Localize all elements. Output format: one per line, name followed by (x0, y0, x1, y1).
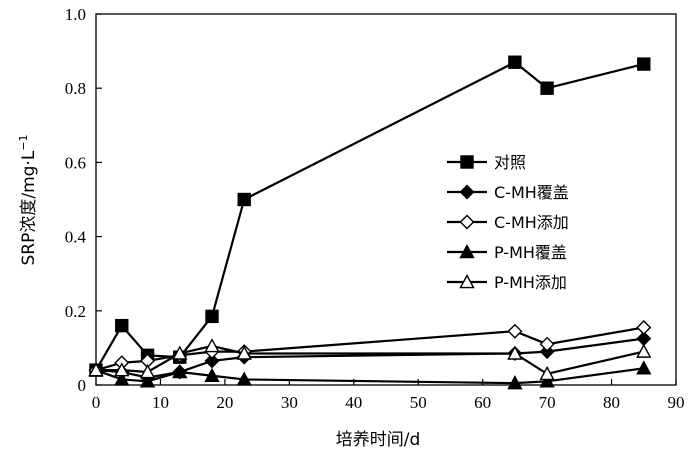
plot-frame (95, 13, 677, 386)
x-tick-label: 60 (474, 393, 491, 412)
data-point (637, 57, 651, 71)
data-point (114, 362, 130, 377)
data-point (205, 309, 219, 324)
data-point (204, 338, 220, 353)
data-point (507, 345, 523, 360)
y-tick-label: 0 (78, 376, 87, 395)
x-tick-label: 30 (281, 393, 298, 412)
legend-item: P-MH覆盖 (447, 243, 567, 262)
data-point (204, 353, 220, 369)
legend-item: C-MH覆盖 (447, 183, 569, 202)
data-point (508, 55, 522, 69)
data-point (88, 362, 104, 377)
x-tick-label: 50 (410, 393, 427, 412)
y-tick-label: 1.0 (65, 5, 86, 24)
data-point (636, 320, 652, 335)
legend-item: P-MH添加 (447, 273, 567, 292)
y-axis-title-main: SRP浓度/mg·L (19, 150, 39, 265)
x-tick-label: 90 (668, 393, 685, 412)
y-axis: 0 0.2 0.4 0.6 0.8 1.0 (65, 5, 102, 395)
data-point (507, 323, 523, 339)
x-axis-title: 培养时间/d (336, 430, 421, 450)
y-tick-label: 0.8 (65, 79, 86, 98)
x-tick-label: 10 (152, 393, 169, 412)
series-1 (89, 55, 651, 377)
x-axis: 0 10 20 30 40 50 60 70 80 90 (92, 379, 685, 412)
x-tick-label: 40 (345, 393, 362, 412)
legend-label: 对照 (494, 153, 526, 172)
data-point (636, 360, 652, 375)
data-point (540, 81, 554, 95)
data-point (539, 373, 555, 388)
data-point (636, 343, 652, 358)
data-point (172, 364, 188, 379)
data-point (139, 364, 156, 379)
y-tick-label: 0.4 (65, 228, 87, 247)
x-tick-label: 70 (539, 393, 556, 412)
x-tick-label: 80 (603, 393, 620, 412)
legend-marker (459, 244, 475, 259)
series-group (88, 55, 652, 390)
legend-label: P-MH覆盖 (494, 243, 567, 262)
legend-item: 对照 (447, 153, 526, 172)
legend-marker (460, 155, 474, 169)
legend-marker (459, 184, 475, 200)
y-axis-title: SRP浓度/mg·L−1 (17, 134, 39, 265)
legend-marker (459, 274, 475, 289)
data-point (507, 375, 523, 390)
data-point (115, 318, 129, 333)
plot-area (95, 13, 677, 386)
y-axis-title-superscript: −1 (17, 134, 30, 150)
data-point (236, 371, 252, 386)
x-tick-label: 20 (216, 393, 233, 412)
y-tick-label: 0.2 (65, 302, 86, 321)
legend-label: C-MH覆盖 (494, 183, 569, 202)
data-point (204, 367, 220, 382)
data-point (237, 192, 251, 207)
legend-item: C-MH添加 (447, 213, 569, 232)
data-point (114, 371, 130, 386)
legend: 对照 C-MH覆盖 C-MH添加 P-MH覆盖 P-MH添加 (447, 153, 569, 292)
data-point (539, 336, 555, 352)
data-point (139, 373, 156, 388)
data-point (236, 345, 252, 360)
data-point (539, 365, 555, 381)
x-tick-label: 0 (92, 393, 101, 412)
legend-label: C-MH添加 (494, 213, 569, 232)
legend-label: P-MH添加 (494, 273, 567, 292)
y-tick-label: 0.6 (65, 153, 86, 172)
series-5 (88, 338, 652, 381)
data-point (172, 345, 188, 360)
legend-marker (459, 214, 475, 230)
